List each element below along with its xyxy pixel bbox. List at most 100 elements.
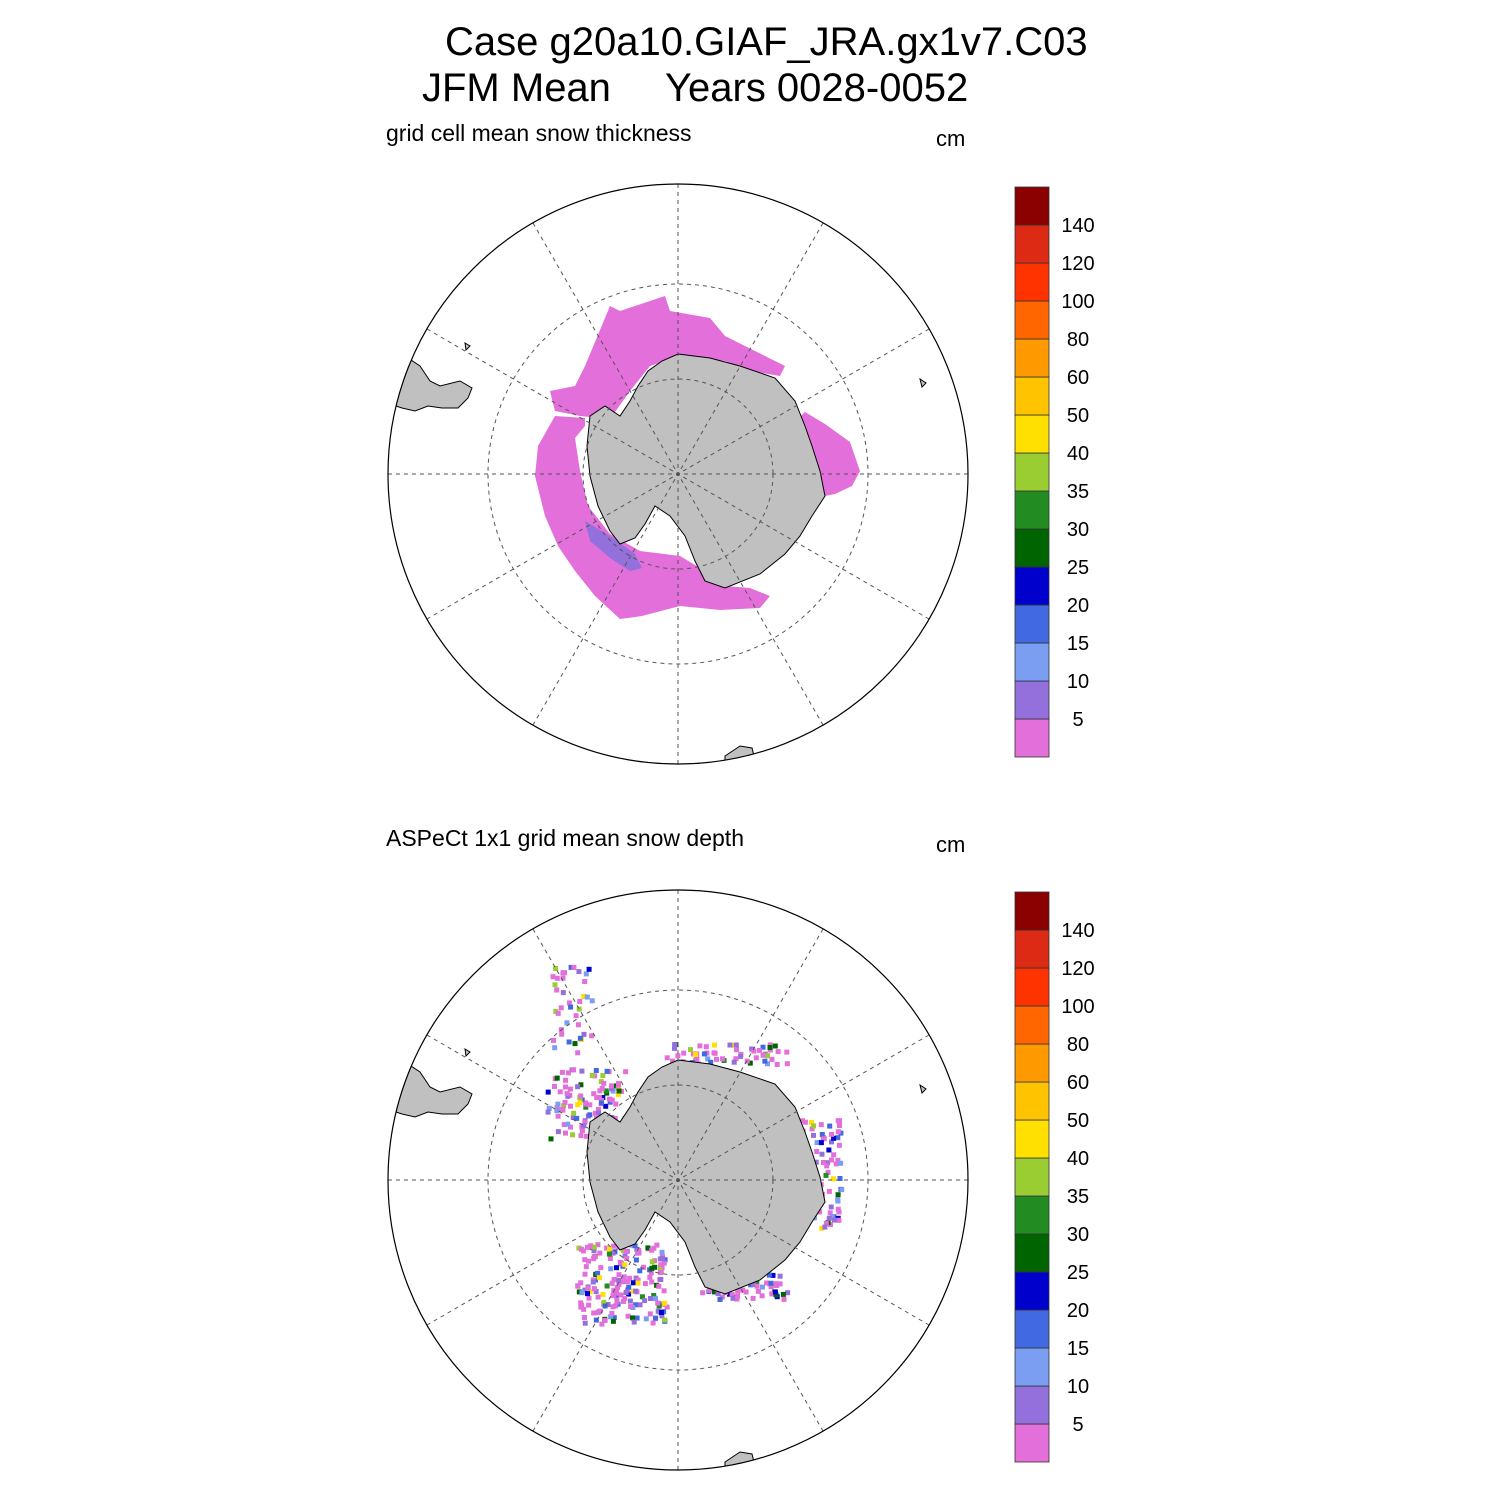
panel1-colorbar-tick-label-7: 40 [1067, 443, 1089, 465]
observation-cell [620, 1248, 626, 1253]
observation-cell [753, 1055, 759, 1061]
observation-cell [660, 1256, 666, 1262]
panel2-colorbar-swatch-11 [1014, 1005, 1050, 1045]
panel1-colorbar-swatch-12 [1014, 262, 1050, 302]
figure-title-line2-right: Years 0028-0052 [665, 66, 969, 110]
observation-cell [590, 1279, 596, 1285]
panel1-title: grid cell mean snow thickness [386, 120, 692, 146]
observation-cell [568, 1103, 573, 1109]
observation-cell [630, 1315, 636, 1321]
island-nw [464, 1048, 471, 1058]
observation-cell [824, 1163, 830, 1169]
panel2-colorbar-tick-label-4: 25 [1067, 1262, 1089, 1284]
observation-cell [563, 1077, 568, 1083]
observation-cell [624, 1255, 630, 1261]
observation-cell [578, 1133, 584, 1139]
observation-cell [565, 1070, 571, 1076]
observation-cell [662, 1300, 668, 1306]
observation-cell [581, 1123, 587, 1129]
observation-cell [731, 1059, 737, 1065]
observation-cell [576, 969, 582, 975]
observation-cell [583, 1101, 589, 1107]
observation-cell [552, 1045, 558, 1051]
observation-cell [602, 1317, 608, 1323]
observation-cell [576, 1289, 582, 1295]
observation-cell [837, 1176, 843, 1181]
observation-cell [809, 1119, 814, 1125]
observation-cell [658, 1262, 664, 1268]
observation-cell [553, 966, 559, 971]
observation-cell [595, 1106, 601, 1112]
observation-cell [654, 1242, 660, 1248]
panel1-colorbar-tick-label-0: 5 [1072, 709, 1083, 731]
observation-cell [659, 1253, 665, 1259]
observation-cell [670, 1058, 675, 1064]
observation-cell [632, 1243, 638, 1249]
observation-cell [622, 1262, 628, 1268]
observation-cell [616, 1282, 622, 1288]
panel1-colorbar-swatch-11 [1014, 300, 1050, 340]
observation-cell [706, 1287, 712, 1293]
observation-cell [600, 1095, 606, 1100]
observation-cell [620, 1279, 625, 1285]
snow-field-blue [585, 521, 642, 571]
observation-cell [647, 1274, 653, 1280]
observation-cell [586, 1295, 592, 1301]
panel2-colorbar-swatch-13 [1014, 929, 1050, 969]
observation-cell [607, 1096, 612, 1102]
observation-cell [633, 1302, 639, 1308]
observation-cell [582, 1271, 588, 1277]
observation-cell [701, 1051, 707, 1057]
observation-cell [658, 1268, 664, 1274]
observation-cell [634, 1315, 640, 1321]
observation-cell [754, 1280, 760, 1286]
observation-cell [762, 1058, 768, 1064]
panel2-colorbar-swatch-3 [1014, 1309, 1050, 1349]
observation-cell [653, 1296, 658, 1302]
observation-cell [616, 1081, 621, 1087]
figure-title-line2-left: JFM Mean [422, 66, 611, 110]
observation-cell [635, 1277, 641, 1283]
observation-cell [829, 1131, 835, 1137]
observation-cell [770, 1272, 776, 1278]
observation-cell [656, 1283, 662, 1289]
panel2-colorbar-tick-label-7: 40 [1067, 1148, 1089, 1170]
panel2-colorbar-swatch-9 [1014, 1081, 1050, 1121]
observation-cell [662, 1317, 668, 1323]
observation-cell [828, 1157, 834, 1163]
observation-cell [733, 1056, 739, 1062]
observation-cell [760, 1284, 765, 1290]
observation-cell [831, 1152, 837, 1158]
observation-cell [672, 1045, 677, 1051]
observation-cell [839, 1187, 845, 1193]
observation-cell [582, 1119, 588, 1125]
observation-cell [828, 1204, 834, 1210]
observation-cell [751, 1048, 757, 1054]
observation-cell [608, 1314, 614, 1320]
observation-cell [554, 975, 560, 981]
observation-cell [609, 1083, 614, 1089]
observation-cell [693, 1052, 699, 1057]
observation-cell [777, 1273, 783, 1279]
observation-cell [637, 1268, 643, 1274]
observation-cell [562, 1100, 568, 1105]
observation-cell [642, 1281, 648, 1287]
observation-cell [597, 1250, 603, 1256]
snow-field [550, 296, 785, 419]
observation-cell [714, 1056, 719, 1062]
observation-cell [587, 1112, 593, 1118]
antarctica-land [586, 1059, 826, 1295]
observation-cell [624, 1279, 630, 1285]
observation-cell [688, 1047, 693, 1053]
observation-cell [592, 1110, 598, 1116]
observation-cell [734, 1296, 740, 1302]
observation-cell [635, 1280, 641, 1286]
observation-cell [605, 1302, 611, 1307]
observation-cell [589, 1073, 595, 1078]
observation-cell [681, 1050, 687, 1056]
observation-cell [835, 1197, 841, 1203]
observation-cell [814, 1149, 820, 1154]
panel1-colorbar-tick-label-6: 35 [1067, 481, 1089, 503]
panel2-colorbar-tick-label-8: 50 [1067, 1110, 1089, 1132]
observation-cell [621, 1274, 627, 1280]
